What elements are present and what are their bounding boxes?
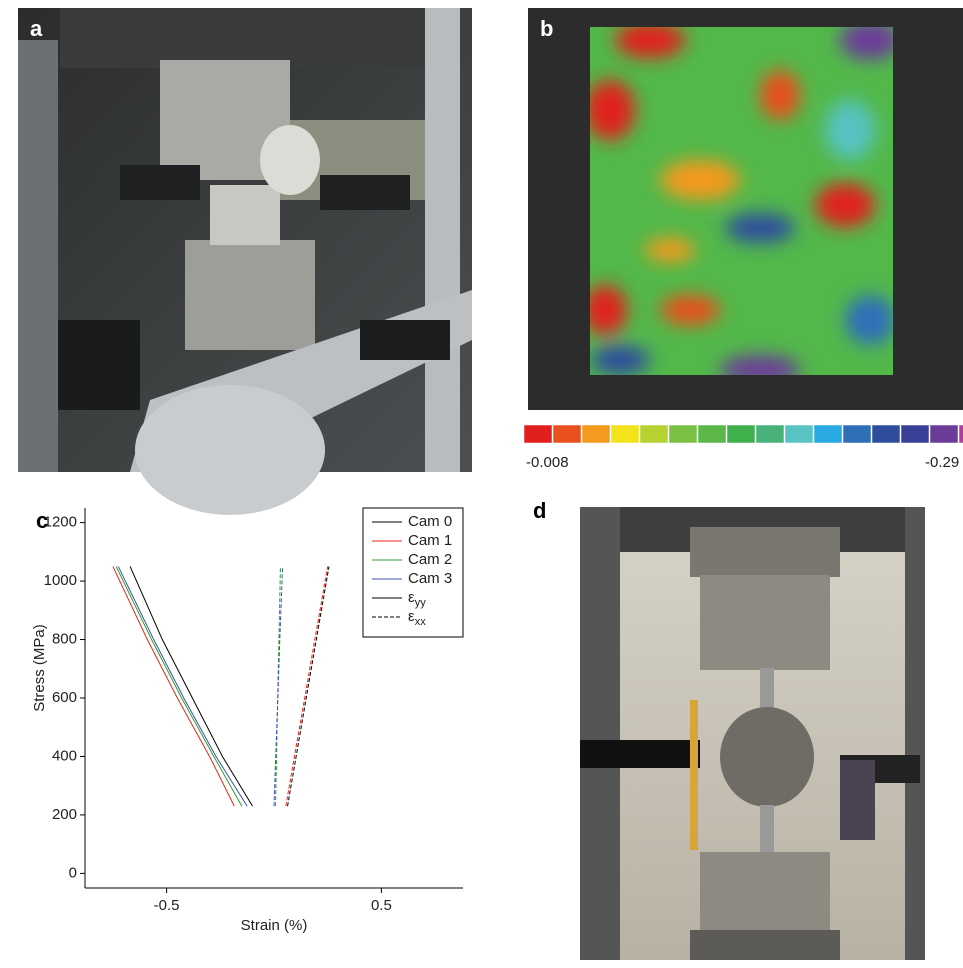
data-line <box>276 566 281 806</box>
colorbar <box>524 425 963 443</box>
y-tick-label: 600 <box>52 689 77 706</box>
colorbar-swatch <box>727 425 755 443</box>
colorbar-swatch <box>785 425 813 443</box>
legend-label: Cam 1 <box>408 532 452 549</box>
colorbar-swatch <box>756 425 784 443</box>
x-tick-label: 0.5 <box>371 897 392 914</box>
colorbar-swatch <box>524 425 552 443</box>
colorbar-swatch <box>582 425 610 443</box>
y-tick-label: 400 <box>52 747 77 764</box>
panel-label: d <box>533 498 546 523</box>
panel-label: a <box>30 16 43 41</box>
x-axis-label: Strain (%) <box>241 917 308 934</box>
colorbar-swatch <box>611 425 639 443</box>
colorbar-swatch <box>872 425 900 443</box>
legend-subscript: yy <box>415 597 427 609</box>
y-tick-label: 1200 <box>44 514 77 531</box>
photo-d <box>580 507 925 960</box>
colorbar-swatch <box>640 425 668 443</box>
colorbar-swatch <box>669 425 697 443</box>
data-line <box>118 566 247 806</box>
data-line <box>288 566 329 806</box>
y-tick-label: 800 <box>52 631 77 648</box>
colorbar-swatch <box>901 425 929 443</box>
colorbar-swatch <box>843 425 871 443</box>
x-tick-label: -0.5 <box>154 897 180 914</box>
colorbar-max-label: -0.29 <box>925 454 959 471</box>
legend-label: Cam 0 <box>408 513 452 530</box>
page: a b -0.008 -0.29 c 020040060080010001200… <box>0 0 963 968</box>
data-line <box>286 566 328 806</box>
colorbar-swatch <box>698 425 726 443</box>
chart: 0 200 400 600 800 1000 1200 -0.5 0.5 Strain (%) St… <box>31 508 463 934</box>
colorbar-swatch <box>959 425 963 443</box>
data-line <box>113 566 234 806</box>
colorbar-swatch <box>553 425 581 443</box>
y-axis-label: Stress (MPa) <box>31 624 48 712</box>
colorbar-swatch <box>814 425 842 443</box>
figure: a b -0.008 -0.29 c 020040060080010001200… <box>0 0 963 968</box>
y-tick-label: 0 <box>69 864 77 881</box>
data-line <box>116 566 242 806</box>
photo-a <box>18 8 472 515</box>
strain-map <box>528 8 963 410</box>
panel-label: b <box>540 16 553 41</box>
legend-label: Cam 2 <box>408 551 452 568</box>
y-tick-label: 200 <box>52 806 77 823</box>
data-line <box>130 566 252 806</box>
y-tick-label: 1000 <box>44 572 77 589</box>
data-line <box>274 566 283 806</box>
legend-subscript: xx <box>415 616 427 628</box>
colorbar-min-label: -0.008 <box>526 454 569 471</box>
legend-label: Cam 3 <box>408 570 452 587</box>
colorbar-swatch <box>930 425 958 443</box>
